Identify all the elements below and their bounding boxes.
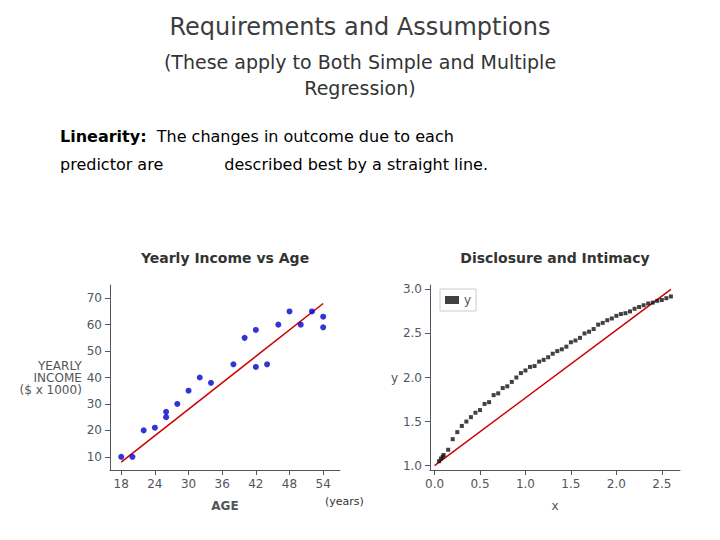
svg-text:20: 20 <box>87 423 102 437</box>
svg-text:1.0: 1.0 <box>516 477 535 491</box>
svg-text:Regression): Regression) <box>304 77 415 99</box>
svg-text:1.0: 1.0 <box>403 459 422 473</box>
svg-text:3.0: 3.0 <box>403 282 422 296</box>
svg-text:18: 18 <box>114 477 129 491</box>
svg-text:Linearity:: Linearity: <box>60 127 147 146</box>
svg-text:2.5: 2.5 <box>652 477 671 491</box>
svg-text:x: x <box>551 499 558 513</box>
svg-text:42: 42 <box>248 477 263 491</box>
svg-text:($ x 1000): ($ x 1000) <box>20 383 82 397</box>
svg-text:Yearly Income vs Age: Yearly Income vs Age <box>140 250 309 266</box>
svg-text:Disclosure and Intimacy: Disclosure and Intimacy <box>460 250 649 266</box>
svg-text:YEARLY: YEARLY <box>37 358 82 373</box>
svg-text:1.5: 1.5 <box>403 415 422 429</box>
svg-text:2.5: 2.5 <box>403 326 422 340</box>
svg-text:30: 30 <box>181 477 196 491</box>
svg-text:predictor are descr: predictor are described best by a straig… <box>60 155 488 174</box>
svg-text:INCOME: INCOME <box>33 370 82 385</box>
svg-text:24: 24 <box>147 477 162 491</box>
svg-text:10: 10 <box>87 450 102 464</box>
svg-text:60: 60 <box>87 318 102 332</box>
svg-text:0.5: 0.5 <box>470 477 489 491</box>
svg-text:AGE: AGE <box>211 499 238 513</box>
svg-text:2.0: 2.0 <box>607 477 626 491</box>
svg-text:(These apply to Both Simple an: (These apply to Both Simple and Multiple <box>164 51 556 73</box>
svg-text:30: 30 <box>87 397 102 411</box>
svg-text:Requirements and Assumptions: Requirements and Assumptions <box>170 13 551 41</box>
svg-text:48: 48 <box>282 477 297 491</box>
svg-text:2.0: 2.0 <box>403 371 422 385</box>
svg-text:1.5: 1.5 <box>561 477 580 491</box>
svg-text:y: y <box>391 371 398 385</box>
svg-text:54: 54 <box>316 477 331 491</box>
svg-text:40: 40 <box>87 371 102 385</box>
svg-text:The changes in outcome due to: The changes in outcome due to each <box>147 127 454 146</box>
svg-text:y: y <box>464 293 471 307</box>
svg-text:70: 70 <box>87 291 102 305</box>
svg-text:36: 36 <box>215 477 230 491</box>
svg-text:(years): (years) <box>325 495 364 508</box>
svg-text:50: 50 <box>87 344 102 358</box>
svg-text:0.0: 0.0 <box>425 477 444 491</box>
